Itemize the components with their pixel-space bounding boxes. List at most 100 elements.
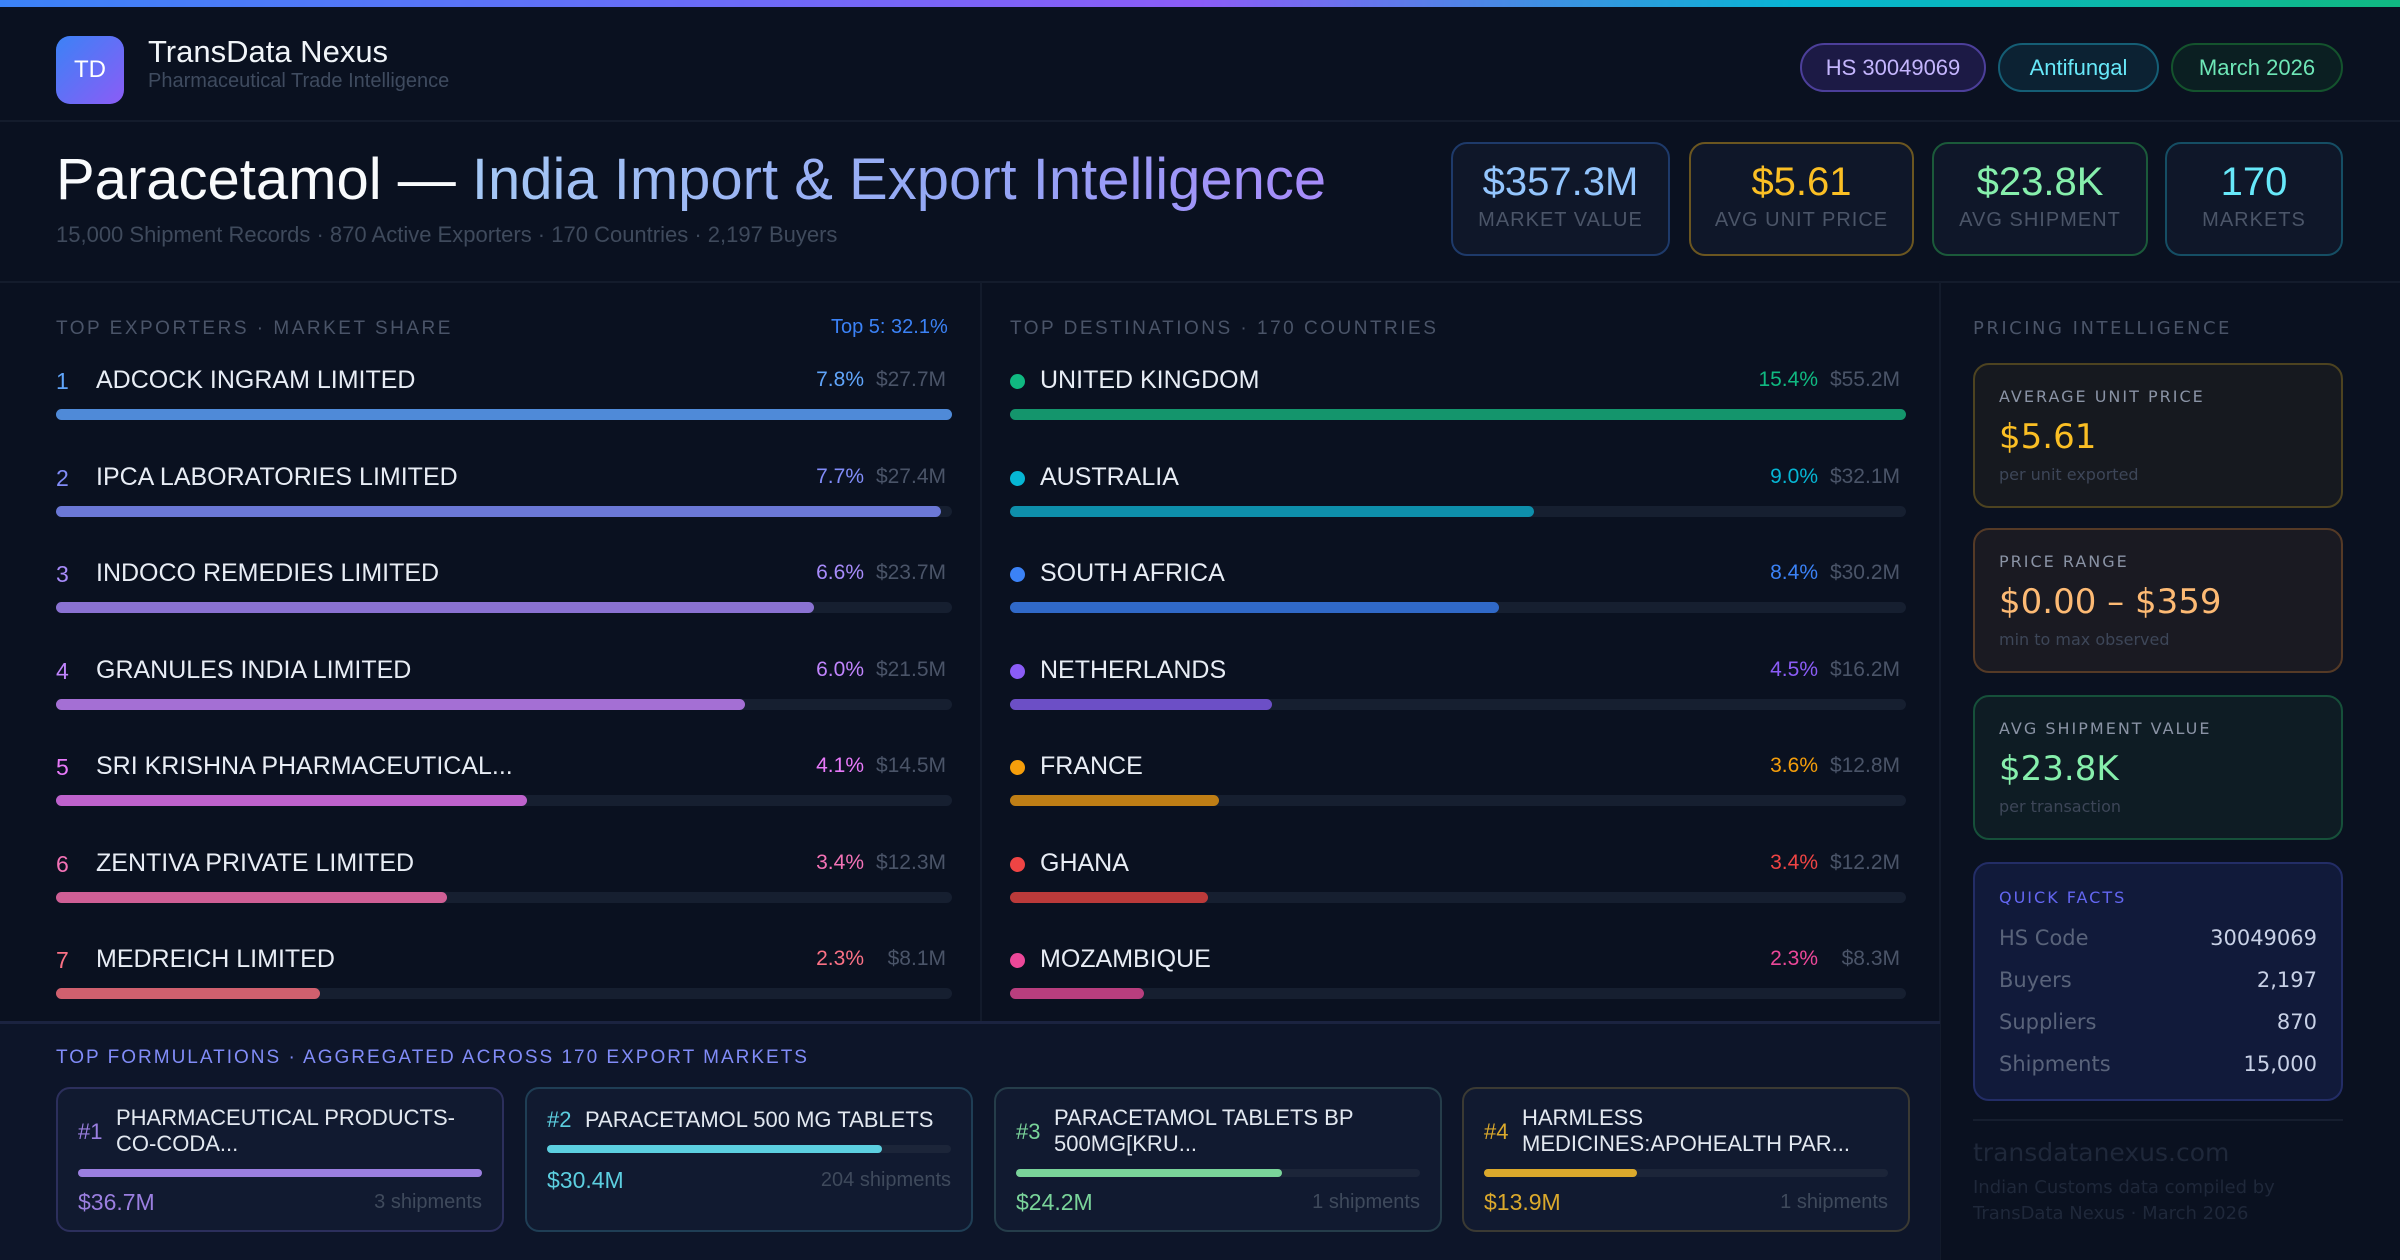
exporters-summary: Top 5: 32.1% bbox=[831, 316, 948, 338]
quick-fact-row: Shipments 15,000 bbox=[1999, 1052, 2317, 1076]
share-bar-track bbox=[56, 602, 952, 613]
destination-row[interactable]: AUSTRALIA 9.0% $32.1M bbox=[1010, 461, 1906, 521]
formulation-rank: #2 bbox=[547, 1107, 572, 1132]
header-badge[interactable]: Antifungal bbox=[1998, 43, 2159, 92]
exporter-rank: 3 bbox=[56, 561, 69, 587]
share-bar-fill bbox=[1010, 602, 1499, 613]
quick-fact-value: 15,000 bbox=[2243, 1052, 2317, 1076]
pricing-value: $0.00 – $359 bbox=[1999, 582, 2222, 622]
share-bar-fill bbox=[56, 698, 746, 710]
formulation-card[interactable]: #1 PHARMACEUTICAL PRODUCTS- CO-CODA... $36… bbox=[56, 1087, 504, 1232]
pricing-label: PRICE RANGE bbox=[1999, 552, 2129, 571]
sidebar-divider bbox=[1939, 282, 1941, 1260]
destination-row[interactable]: MOZAMBIQUE 2.3% $8.3M bbox=[1010, 943, 1906, 1003]
exporter-name: INDOCO REMEDIES LIMITED bbox=[96, 559, 440, 587]
exporter-share: 3.4% bbox=[816, 850, 864, 874]
share-bar-fill bbox=[1010, 795, 1220, 806]
header-badge[interactable]: March 2026 bbox=[2171, 43, 2343, 92]
exporter-value: $8.1M bbox=[887, 947, 946, 970]
accent-gradient-bar bbox=[0, 0, 2400, 7]
formulation-card[interactable]: #2 PARACETAMOL 500 MG TABLETS $30.4M 204 sh… bbox=[525, 1087, 973, 1232]
quick-fact-label: Shipments bbox=[1999, 1052, 2111, 1076]
exporter-row[interactable]: 4 GRANULES INDIA LIMITED 6.0% $21.5M bbox=[56, 654, 952, 714]
country-value: $12.8M bbox=[1829, 754, 1900, 777]
share-bar-fill bbox=[1010, 409, 1906, 420]
exporter-row[interactable]: 3 INDOCO REMEDIES LIMITED 6.6% $23.7M bbox=[56, 557, 952, 617]
pricing-value: $5.61 bbox=[1999, 417, 2097, 457]
share-bar-track bbox=[56, 409, 952, 420]
country-value: $32.1M bbox=[1829, 464, 1900, 488]
country-dot-icon bbox=[1010, 856, 1025, 872]
kpi-value: $5.61 bbox=[1751, 160, 1852, 204]
quick-fact-label: Buyers bbox=[1999, 968, 2072, 992]
formulation-value: $36.7M bbox=[78, 1189, 155, 1215]
formulation-card[interactable]: #4 HARMLESS MEDICINES:APOHEALTH PAR... $13… bbox=[1462, 1087, 1910, 1232]
exporter-name: IPCA LABORATORIES LIMITED bbox=[96, 462, 458, 491]
share-bar-track bbox=[1010, 409, 1906, 420]
destination-row[interactable]: SOUTH AFRICA 8.4% $30.2M bbox=[1010, 557, 1906, 617]
formulations-heading: TOP FORMULATIONS · AGGREGATED ACROSS 170… bbox=[56, 1047, 809, 1068]
exporter-row[interactable]: 7 MEDREICH LIMITED 2.3% $8.1M bbox=[56, 943, 952, 1003]
formulation-name: PARACETAMOL 500 MG TABLETS bbox=[585, 1107, 934, 1132]
footer-url: transdatanexus.com bbox=[1973, 1138, 2230, 1167]
formulation-card[interactable]: #3 PARACETAMOL TABLETS BP 500MG[KRU... $24… bbox=[994, 1087, 1442, 1232]
country-value: $8.3M bbox=[1841, 947, 1900, 970]
exporter-name: ADCOCK INGRAM LIMITED bbox=[96, 366, 416, 394]
formulation-bar-track bbox=[78, 1169, 482, 1177]
share-bar-track bbox=[1010, 988, 1906, 999]
pricing-card: AVG SHIPMENT VALUE $23.8K per transaction bbox=[1973, 695, 2343, 840]
country-value: $12.2M bbox=[1829, 850, 1900, 874]
country-name: NETHERLANDS bbox=[1040, 655, 1227, 684]
country-dot-icon bbox=[1010, 953, 1025, 968]
country-name: MOZAMBIQUE bbox=[1040, 945, 1211, 973]
destination-row[interactable]: FRANCE 3.6% $12.8M bbox=[1010, 750, 1906, 810]
exporter-value: $27.4M bbox=[875, 464, 946, 488]
exporter-value: $12.3M bbox=[875, 850, 946, 874]
kpi-card: 170 MARKETS bbox=[2165, 142, 2343, 256]
formulation-rank: #3 bbox=[1016, 1119, 1041, 1144]
quick-facts-card: QUICK FACTS HS Code 30049069 Buyers 2,197 Su… bbox=[1973, 862, 2343, 1101]
page-subtitle: 15,000 Shipment Records · 870 Active Exp… bbox=[56, 222, 838, 247]
formulation-value: $30.4M bbox=[547, 1167, 624, 1193]
pricing-card: AVERAGE UNIT PRICE $5.61 per unit exported bbox=[1973, 363, 2343, 508]
quick-fact-label: Suppliers bbox=[1999, 1010, 2097, 1034]
share-bar-track bbox=[56, 698, 952, 710]
share-bar-fill bbox=[1010, 891, 1208, 903]
formulation-rank: #4 bbox=[1484, 1119, 1509, 1144]
kpi-label: AVG SHIPMENT bbox=[1959, 209, 2121, 231]
country-share: 3.4% bbox=[1770, 850, 1818, 874]
divider bbox=[1973, 1119, 2343, 1121]
header-badge[interactable]: HS 30049069 bbox=[1800, 43, 1986, 92]
exporter-value: $14.5M bbox=[875, 754, 946, 777]
kpi-card: $357.3M MARKET VALUE bbox=[1451, 142, 1670, 256]
share-bar-track bbox=[56, 795, 952, 806]
share-bar-fill bbox=[56, 795, 527, 806]
exporter-share: 6.6% bbox=[816, 561, 864, 584]
exporter-row[interactable]: 6 ZENTIVA PRIVATE LIMITED 3.4% $12.3M bbox=[56, 847, 952, 907]
share-bar-fill bbox=[56, 505, 941, 517]
exporter-row[interactable]: 1 ADCOCK INGRAM LIMITED 7.8% $27.7M bbox=[56, 364, 952, 424]
destination-row[interactable]: NETHERLANDS 4.5% $16.2M bbox=[1010, 654, 1906, 714]
brand-name: TransData Nexus bbox=[148, 34, 389, 69]
country-share: 2.3% bbox=[1770, 947, 1818, 970]
kpi-label: MARKET VALUE bbox=[1478, 209, 1643, 231]
destination-row[interactable]: UNITED KINGDOM 15.4% $55.2M bbox=[1010, 364, 1906, 424]
pricing-caption: per unit exported bbox=[1999, 465, 2139, 484]
exporter-row[interactable]: 5 SRI KRISHNA PHARMACEUTICAL... 4.1% $14.5M bbox=[56, 750, 952, 810]
pricing-value: $23.8K bbox=[1999, 749, 2119, 789]
country-name: SOUTH AFRICA bbox=[1040, 559, 1225, 587]
exporter-rank: 2 bbox=[56, 464, 69, 491]
destination-row[interactable]: GHANA 3.4% $12.2M bbox=[1010, 847, 1906, 907]
country-dot-icon bbox=[1010, 567, 1025, 582]
exporter-rank: 6 bbox=[56, 850, 69, 877]
exporter-row[interactable]: 2 IPCA LABORATORIES LIMITED 7.7% $27.4M bbox=[56, 461, 952, 521]
pricing-caption: per transaction bbox=[1999, 797, 2122, 816]
country-name: GHANA bbox=[1040, 848, 1129, 877]
quick-fact-row: Buyers 2,197 bbox=[1999, 968, 2317, 992]
exporter-value: $21.5M bbox=[875, 657, 946, 681]
pricing-heading: PRICING INTELLIGENCE bbox=[1973, 318, 2232, 339]
formulation-shipments: 1 shipments bbox=[1312, 1191, 1420, 1213]
title-product: Paracetamol — bbox=[56, 147, 456, 212]
share-bar-track bbox=[1010, 795, 1906, 806]
kpi-card: $23.8K AVG SHIPMENT bbox=[1932, 142, 2148, 256]
